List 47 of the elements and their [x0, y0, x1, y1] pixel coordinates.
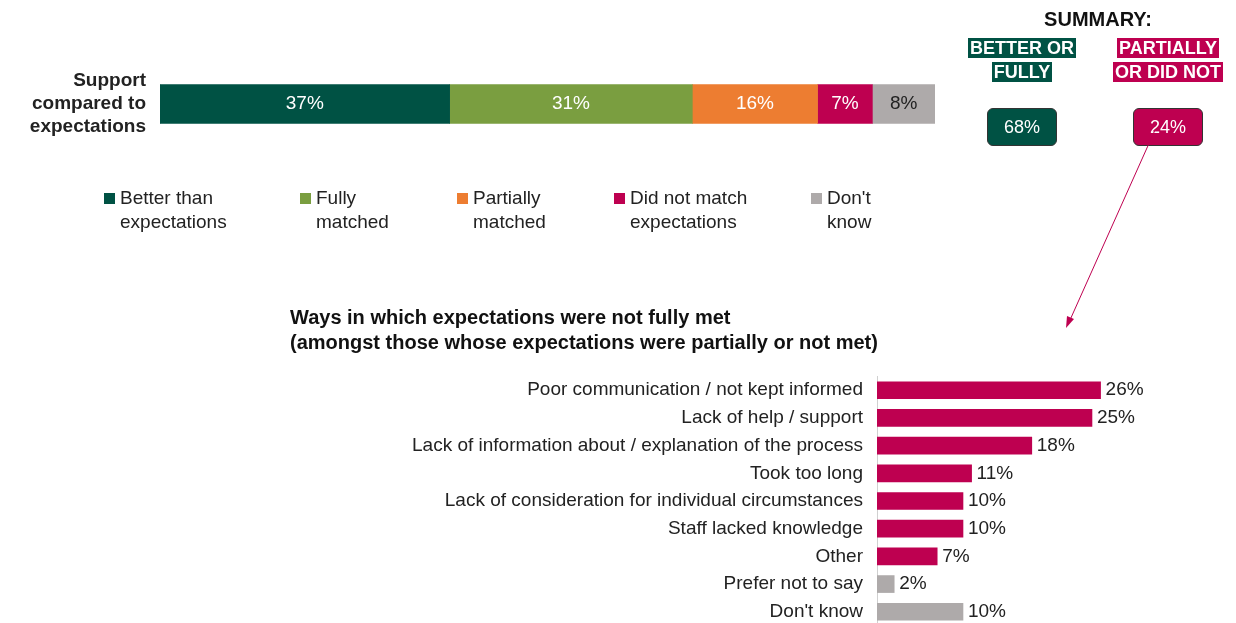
data-label: 11% — [976, 461, 1014, 483]
legend-label: Better than expectations — [120, 186, 228, 234]
data-label: 8% — [889, 92, 918, 114]
bar — [877, 436, 1033, 455]
bar — [877, 381, 1101, 400]
category-label: BETTER OR FULLY — [967, 38, 1076, 82]
data-label: 10% — [967, 489, 1007, 511]
legend-label: Did not match expectations — [630, 186, 749, 234]
data-label: 31% — [551, 92, 591, 114]
data-label: 2% — [899, 572, 927, 594]
text: SUMMARY: — [1043, 8, 1153, 31]
y-tick-label: Staff lacked knowledge — [667, 516, 863, 538]
y-tick-label: Lack of help / support — [681, 406, 864, 428]
bar — [877, 409, 1093, 427]
y-tick-label: Lack of consideration for individual circumstances — [444, 489, 863, 511]
y-tick-label: Don't know — [769, 599, 864, 621]
bar — [877, 575, 895, 593]
data-label: 7% — [831, 92, 859, 114]
y-tick-label: Other — [815, 544, 864, 566]
data-label: 10% — [967, 516, 1007, 538]
y-tick-label: Prefer not to say — [723, 572, 864, 594]
data-label: 16% — [735, 92, 775, 114]
bar — [877, 464, 972, 483]
legend-label: Partially matched — [473, 186, 547, 234]
bar — [449, 84, 693, 124]
data-label: 25% — [1096, 406, 1136, 428]
data-label: 24% — [1133, 108, 1203, 146]
y-tick-label: Took too long — [749, 461, 863, 483]
text: Ways in which expectations were not fully met — [290, 305, 732, 330]
category-label: PARTIALLY OR DID NOT — [1113, 38, 1223, 82]
legend-label: Fully matched — [316, 186, 390, 234]
data-label: 7% — [942, 544, 970, 566]
data-label: 37% — [285, 92, 324, 114]
bar — [877, 492, 964, 510]
bar — [160, 84, 450, 124]
bar — [877, 602, 964, 621]
y-tick-label: Support compared to expectations — [29, 69, 147, 137]
data-label: 18% — [1036, 433, 1075, 455]
y-tick-label: Poor communication / not kept informed — [527, 378, 863, 400]
data-label: 26% — [1105, 378, 1144, 400]
bar — [691, 84, 818, 124]
data-label: 10% — [967, 599, 1007, 621]
bar — [877, 547, 938, 566]
data-label: 68% — [987, 108, 1057, 146]
bar — [877, 519, 964, 538]
text: (amongst those whose expectations were partially or not met) — [290, 330, 879, 355]
y-tick-label: Lack of information about / explanation of the process — [412, 433, 863, 455]
